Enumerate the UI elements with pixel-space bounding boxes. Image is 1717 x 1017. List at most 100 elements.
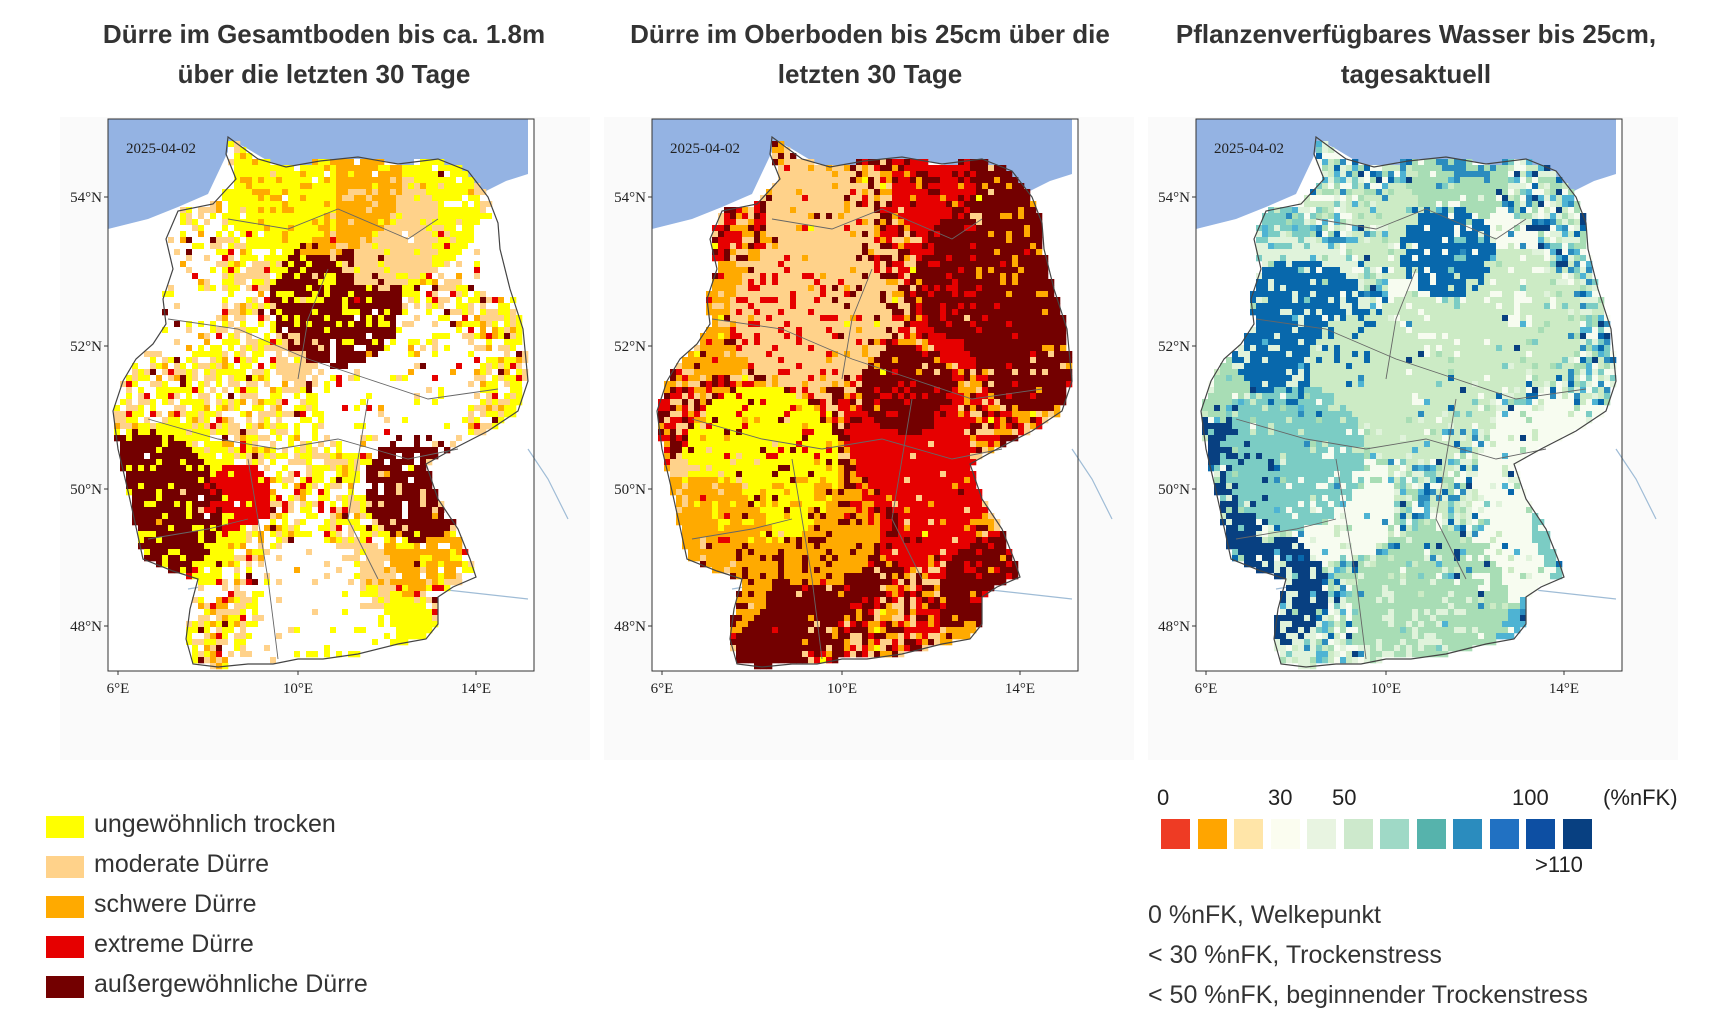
raster-cell <box>270 489 277 496</box>
raster-cell <box>258 549 265 556</box>
raster-cell <box>282 567 289 574</box>
raster-cell <box>222 627 229 634</box>
raster-cell <box>276 657 283 664</box>
raster-cell <box>468 219 475 226</box>
raster-cell <box>402 495 409 502</box>
raster-cell <box>132 369 139 376</box>
raster-cell <box>354 489 361 496</box>
raster-cell <box>306 615 313 622</box>
raster-cell <box>144 435 151 442</box>
raster-cell <box>414 171 421 178</box>
raster-cell <box>294 333 301 340</box>
raster-cell <box>324 627 331 634</box>
raster-cell <box>336 435 343 442</box>
raster-cell <box>456 543 463 550</box>
raster-cell <box>426 579 433 586</box>
raster-cell <box>868 189 875 196</box>
raster-cell <box>186 507 193 514</box>
raster-cell <box>330 243 337 250</box>
raster-cell <box>252 567 259 574</box>
raster-cell <box>210 549 217 556</box>
raster-cell <box>168 351 175 358</box>
raster-cell <box>240 435 247 442</box>
raster-cell <box>396 489 403 496</box>
raster-cell <box>378 189 385 196</box>
raster-cell <box>994 171 1001 178</box>
raster-cell <box>378 333 385 340</box>
raster-cell <box>366 417 373 424</box>
raster-cell <box>300 615 307 622</box>
raster-cell <box>270 231 277 238</box>
raster-cell <box>198 567 205 574</box>
raster-cell <box>832 189 839 196</box>
raster-cell <box>486 423 493 430</box>
raster-cell <box>444 345 451 352</box>
raster-cell <box>522 381 529 388</box>
raster-cell <box>210 645 217 652</box>
raster-cell <box>186 543 193 550</box>
raster-cell <box>414 435 421 442</box>
raster-cell <box>366 639 373 646</box>
raster-cell <box>390 609 397 616</box>
raster-cell <box>372 321 379 328</box>
raster-cell <box>228 531 235 538</box>
raster-cell <box>354 345 361 352</box>
raster-cell <box>420 507 427 514</box>
raster-cell <box>342 399 349 406</box>
raster-cell <box>426 573 433 580</box>
raster-cell <box>306 447 313 454</box>
raster-cell <box>772 213 779 220</box>
raster-cell <box>474 393 481 400</box>
raster-cell <box>240 213 247 220</box>
raster-cell <box>318 501 325 508</box>
raster-cell <box>420 363 427 370</box>
raster-cell <box>246 249 253 256</box>
raster-cell <box>384 435 391 442</box>
raster-cell <box>270 633 277 640</box>
raster-cell <box>402 447 409 454</box>
raster-cell <box>180 435 187 442</box>
raster-cell <box>510 387 517 394</box>
raster-cell <box>204 399 211 406</box>
raster-cell <box>354 243 361 250</box>
raster-cell <box>216 609 223 616</box>
raster-cell <box>306 177 313 184</box>
raster-cell <box>444 531 451 538</box>
raster-cell <box>258 399 265 406</box>
raster-cell <box>234 225 241 232</box>
raster-cell <box>276 177 283 184</box>
sea-area <box>108 119 528 229</box>
raster-cell <box>312 267 319 274</box>
raster-cell <box>486 231 493 238</box>
raster-cell <box>348 267 355 274</box>
raster-cell <box>294 399 301 406</box>
raster-cell <box>372 201 379 208</box>
raster-cell <box>904 183 911 190</box>
raster-cell <box>372 279 379 286</box>
raster-cell <box>312 585 319 592</box>
raster-cell <box>198 375 205 382</box>
raster-cell <box>808 213 815 220</box>
raster-cell <box>138 399 145 406</box>
raster-cell <box>378 615 385 622</box>
raster-cell <box>396 279 403 286</box>
raster-cell <box>330 429 337 436</box>
raster-cell <box>306 201 313 208</box>
raster-cell <box>144 417 151 424</box>
raster-cell <box>276 531 283 538</box>
raster-cell <box>402 429 409 436</box>
raster-cell <box>360 393 367 400</box>
raster-cell <box>258 543 265 550</box>
raster-cell <box>450 399 457 406</box>
raster-cell <box>228 591 235 598</box>
raster-cell <box>432 237 439 244</box>
raster-cell <box>952 189 959 196</box>
raster-cell <box>324 543 331 550</box>
raster-cell <box>192 513 199 520</box>
raster-cell <box>492 369 499 376</box>
raster-cell <box>198 387 205 394</box>
raster-cell <box>336 441 343 448</box>
raster-cell <box>784 153 791 160</box>
raster-cell <box>402 561 409 568</box>
